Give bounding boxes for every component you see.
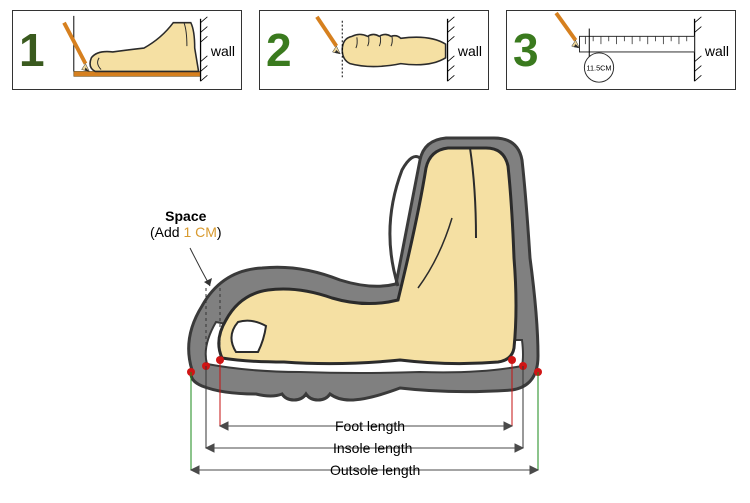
step-2-number: 2: [266, 23, 294, 77]
insole-length-label: Insole length: [333, 440, 412, 456]
ruler-value-text: 11.5CM: [586, 63, 611, 72]
step-1-number: 1: [19, 23, 47, 77]
step-3-box: 3: [506, 10, 736, 90]
step-1-wall-label: wall: [211, 43, 235, 59]
step-1-box: 1: [12, 10, 242, 90]
step-2-wall-label: wall: [458, 43, 482, 59]
outsole-length-label: Outsole length: [330, 462, 420, 478]
steps-row: 1: [0, 0, 750, 100]
step-3-wall-label: wall: [705, 43, 729, 59]
foot-length-label: Foot length: [335, 418, 405, 434]
step-2-box: 2: [259, 10, 489, 90]
main-shoe-diagram: Space (Add 1 CM): [0, 108, 750, 488]
step-3-number: 3: [513, 23, 541, 77]
